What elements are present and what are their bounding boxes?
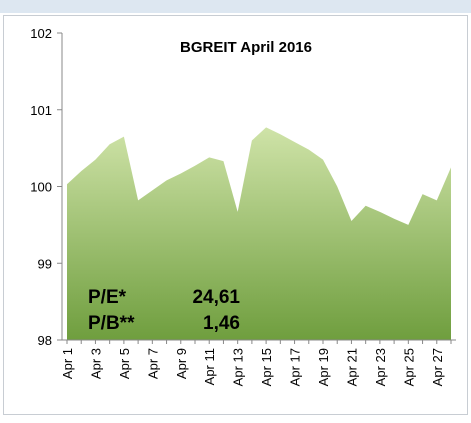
- x-tick-label: Apr 21: [344, 348, 359, 386]
- x-tick-label: Apr 19: [316, 348, 331, 386]
- y-tick-label: 100: [30, 180, 52, 195]
- x-tick-label: Apr 15: [259, 348, 274, 386]
- x-tick-label: Apr 7: [145, 348, 160, 379]
- chart-title: BGREIT April 2016: [180, 39, 312, 56]
- x-tick-label: Apr 3: [88, 348, 103, 379]
- area: [67, 127, 451, 340]
- x-tick-label: Apr 23: [373, 348, 388, 386]
- x-tick-label: Apr 5: [117, 348, 132, 379]
- x-tick-label: Apr 13: [231, 348, 246, 386]
- y-tick-label: 101: [30, 103, 52, 118]
- x-tick-label: Apr 11: [202, 348, 217, 385]
- x-tick-label: Apr 27: [430, 348, 445, 386]
- annotation-label: P/E*: [88, 287, 127, 308]
- x-tick-label: Apr 25: [401, 348, 416, 386]
- y-tick-label: 98: [38, 333, 52, 348]
- top-strip: [0, 0, 471, 13]
- annotation-label: P/B**: [88, 313, 135, 334]
- annotation-value: 1,46: [203, 313, 240, 334]
- annotation-value: 24,61: [192, 287, 240, 308]
- x-tick-label: Apr 1: [60, 348, 75, 379]
- x-tick-label: Apr 9: [174, 348, 189, 379]
- x-tick-label: Apr 17: [288, 348, 303, 386]
- y-tick-label: 102: [30, 26, 52, 41]
- y-tick-label: 99: [38, 256, 52, 271]
